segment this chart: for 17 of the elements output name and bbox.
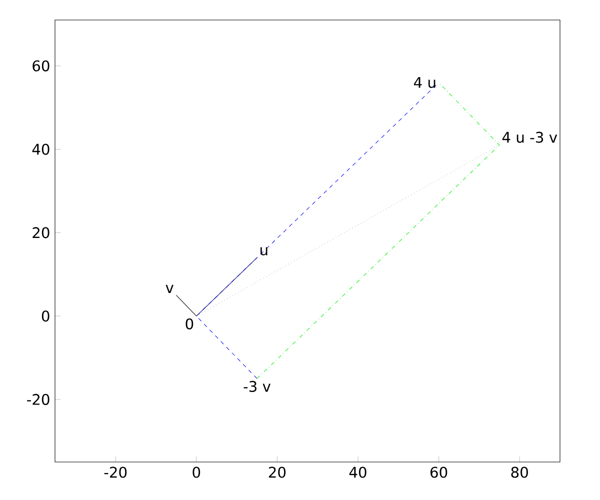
x-tick-label: 60 <box>430 466 448 478</box>
annotation: -3 v <box>244 380 271 392</box>
x-tick-label: 20 <box>268 466 286 478</box>
y-tick-label: 20 <box>32 227 50 238</box>
y-tick-label: 60 <box>32 60 50 72</box>
x-tick-label: 40 <box>349 466 366 478</box>
annotation: v <box>166 284 174 293</box>
x-tick-label: 0 <box>192 466 200 478</box>
y-tick-label: -20 <box>27 394 50 405</box>
annotation: 4 u <box>414 77 436 88</box>
annotation: u <box>260 246 268 256</box>
y-tick-label: 40 <box>32 144 50 155</box>
annotation: 4 u -3 v <box>502 132 558 143</box>
x-tick-label: -20 <box>104 466 127 478</box>
annotation: 0 <box>186 318 194 330</box>
y-tick-label: 0 <box>42 310 50 322</box>
x-tick-label: 80 <box>511 466 528 478</box>
